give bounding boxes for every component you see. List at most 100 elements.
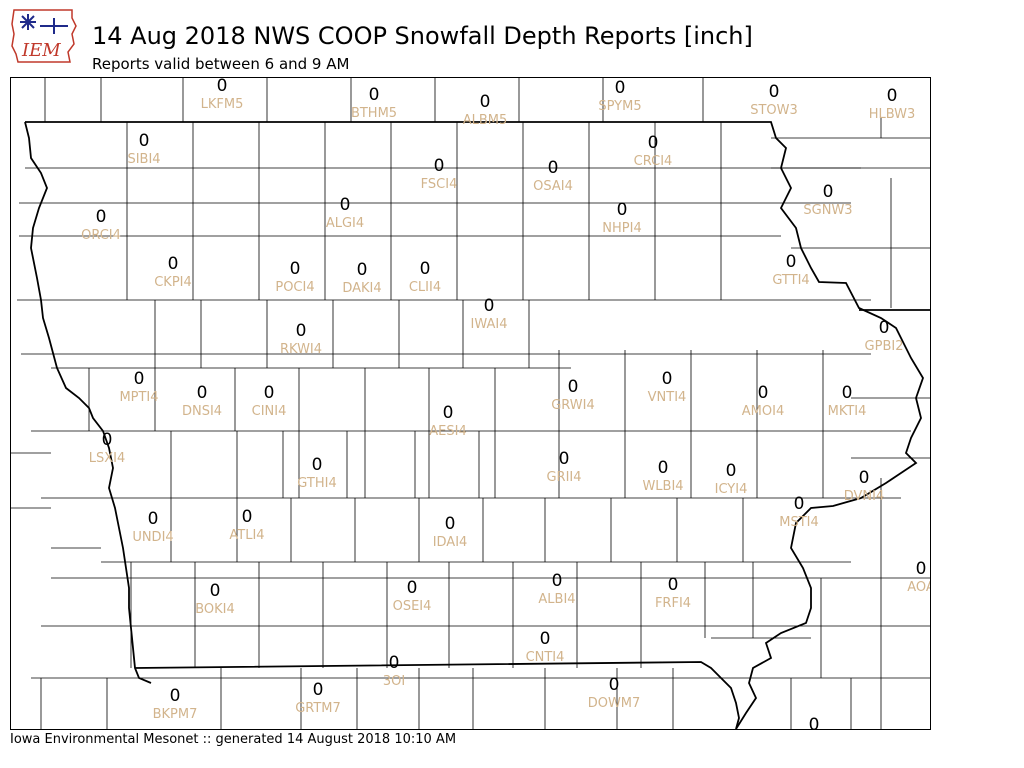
station-value: 0 xyxy=(568,377,579,397)
station-id-label: DAKI4 xyxy=(342,281,381,296)
station-value: 0 xyxy=(769,82,780,102)
footer-credit: Iowa Environmental Mesonet :: generated … xyxy=(10,732,457,747)
station-value: 0 xyxy=(420,259,431,279)
iem-logo-graphic: IEM xyxy=(11,9,77,63)
station-plot: 0AOA xyxy=(907,559,930,595)
station-value: 0 xyxy=(552,571,563,591)
station-value: 0 xyxy=(540,629,551,649)
station-value: 0 xyxy=(407,578,418,598)
station-value: 0 xyxy=(786,252,797,272)
station-id-label: CNTI4 xyxy=(526,650,565,665)
station-id-label: GTHI4 xyxy=(297,476,336,491)
station-id-label: FRFI4 xyxy=(655,596,691,611)
station-id-label: SPYM5 xyxy=(598,99,641,114)
station-value: 0 xyxy=(794,494,805,514)
station-value: 0 xyxy=(887,86,898,106)
station-id-label: GRWI4 xyxy=(551,398,595,413)
station-value: 0 xyxy=(445,514,456,534)
station-id-label: OSEI4 xyxy=(393,599,432,614)
county-grid xyxy=(11,78,930,729)
station-value: 0 xyxy=(548,158,559,178)
station-value: 0 xyxy=(96,207,107,227)
station-value: 0 xyxy=(197,383,208,403)
station-id-label: LSXI4 xyxy=(89,451,126,466)
station-id-label: ATLI4 xyxy=(229,528,264,543)
station-id-label: WLBI4 xyxy=(642,479,683,494)
station-id-label: ALBM5 xyxy=(463,113,508,128)
station-value: 0 xyxy=(443,403,454,423)
station-id-label: AOA xyxy=(907,580,930,595)
station-id-label: GTTI4 xyxy=(772,273,809,288)
station-value: 0 xyxy=(648,133,659,153)
station-value: 0 xyxy=(615,78,626,98)
station-value: 0 xyxy=(313,680,324,700)
station-id-label: SGNW3 xyxy=(803,203,852,218)
station-value: 0 xyxy=(809,715,820,729)
station-value: 0 xyxy=(758,383,769,403)
station-id-label: BOKI4 xyxy=(195,602,235,617)
iowa-county-map: 0 LKFM5 0 BTHM5 0 ALBM5 0 SPYM5 0 STOW3 0 HLBW3 0 SIB… xyxy=(10,77,931,730)
station-value: 0 xyxy=(617,200,628,220)
station-value: 0 xyxy=(434,156,445,176)
station-id-label: LKFM5 xyxy=(201,97,244,112)
station-id-label: SIBI4 xyxy=(127,152,160,167)
station-id-label: IDAI4 xyxy=(433,535,468,550)
station-id-label: AMOI4 xyxy=(742,404,784,419)
station-value: 0 xyxy=(668,575,679,595)
station-id-label: ALBI4 xyxy=(538,592,575,607)
station-id-label: UNDI4 xyxy=(132,530,173,545)
station-value: 0 xyxy=(357,260,368,280)
station-value: 0 xyxy=(312,455,323,475)
station-id-label: BTHM5 xyxy=(351,106,397,121)
station-value: 0 xyxy=(842,383,853,403)
station-id-label: CRCI4 xyxy=(634,154,673,169)
station-value: 0 xyxy=(170,686,181,706)
page-title: 14 Aug 2018 NWS COOP Snowfall Depth Repo… xyxy=(92,22,753,50)
iem-logo: IEM xyxy=(10,4,80,66)
station-plot: 0 xyxy=(809,715,820,729)
station-id-label: DOWM7 xyxy=(588,696,641,711)
station-id-label: VNTI4 xyxy=(648,390,687,405)
station-value: 0 xyxy=(559,449,570,469)
station-value: 0 xyxy=(290,259,301,279)
station-id-label: BKPM7 xyxy=(153,707,198,722)
station-id-label: ALGI4 xyxy=(326,216,364,231)
station-id-label: CINI4 xyxy=(252,404,287,419)
station-id-label: FSCI4 xyxy=(421,177,458,192)
